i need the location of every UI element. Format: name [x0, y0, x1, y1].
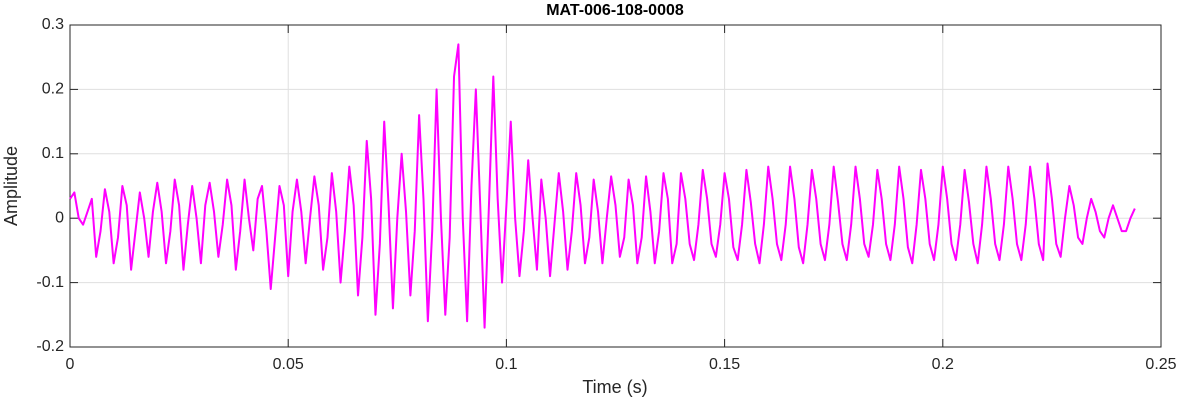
- x-tick-label: 0.15: [709, 356, 740, 373]
- x-tick-label: 0.1: [495, 356, 517, 373]
- plot-frame: [69, 24, 1162, 348]
- y-tick-label: -0.2: [36, 338, 64, 355]
- y-tick-label: 0: [55, 209, 64, 226]
- chart-title: MAT-006-108-0008: [546, 2, 684, 19]
- y-axis-label: Amplitude: [1, 146, 21, 226]
- y-tick-label: -0.1: [36, 274, 64, 291]
- data-line: [69, 43, 1136, 329]
- x-tick-label: 0.25: [1145, 356, 1176, 373]
- x-tick-label: 0.2: [932, 356, 954, 373]
- y-tick-label: 0.3: [42, 16, 64, 33]
- y-tick-label: 0.1: [42, 145, 64, 162]
- y-tick-label: 0.2: [42, 81, 64, 98]
- x-tick-label: 0.05: [273, 356, 304, 373]
- x-axis-label: Time (s): [582, 377, 647, 397]
- x-tick-label: 0: [66, 356, 75, 373]
